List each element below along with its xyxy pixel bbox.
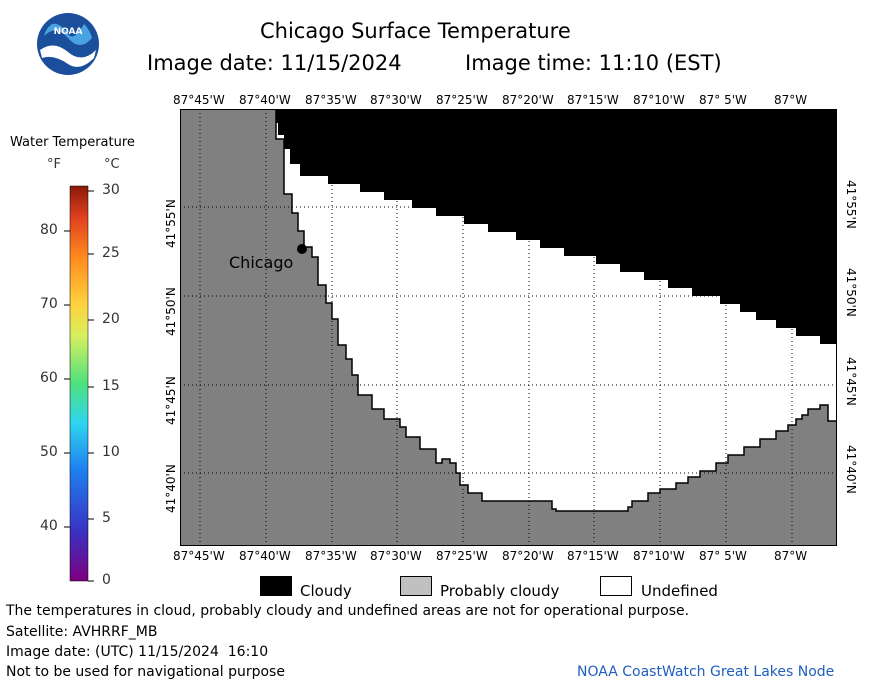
lon-label: 87°15'W <box>567 93 619 107</box>
lon-label: 87°20'W <box>502 93 554 107</box>
legend-label-probably-cloudy: Probably cloudy <box>440 582 560 600</box>
image-date: Image date: 11/15/2024 <box>147 51 402 75</box>
lon-label: 87°W <box>774 93 808 107</box>
c-tick: 0 <box>102 572 111 588</box>
noaa-logo-text: NOAA <box>54 27 83 37</box>
c-tick: 25 <box>102 245 120 261</box>
lat-lon-grid <box>180 109 837 546</box>
page-title: Chicago Surface Temperature <box>260 19 571 43</box>
chicago-marker <box>297 244 307 254</box>
lon-label: 87°45'W <box>173 549 225 563</box>
lon-label: 87°25'W <box>436 549 488 563</box>
c-tick: 5 <box>102 510 111 526</box>
c-tick: 20 <box>102 311 120 327</box>
lon-label: 87°W <box>774 549 808 563</box>
utc-date: Image date: (UTC) 11/15/2024 16:10 <box>6 644 269 660</box>
land-area <box>180 109 837 546</box>
f-tick: 80 <box>40 222 58 238</box>
c-tick: 30 <box>102 182 120 198</box>
color-scale-bar <box>64 185 94 582</box>
lon-label: 87°45'W <box>173 93 225 107</box>
legend-label-undefined: Undefined <box>641 582 718 600</box>
c-tick: 10 <box>102 444 120 460</box>
legend-label-cloudy: Cloudy <box>300 582 352 600</box>
f-tick: 50 <box>40 444 58 460</box>
c-tick: 15 <box>102 378 120 394</box>
lon-label: 87°10'W <box>633 93 685 107</box>
lat-label: 41°45'N <box>844 357 858 406</box>
unit-fahrenheit: °F <box>47 157 61 172</box>
image-time: Image time: 11:10 (EST) <box>465 51 722 75</box>
lon-label: 87° 5'W <box>699 93 747 107</box>
scale-title: Water Temperature <box>10 135 135 150</box>
f-tick: 60 <box>40 370 58 386</box>
lon-label: 87°35'W <box>305 549 357 563</box>
city-label: Chicago <box>229 253 294 272</box>
legend-swatch-undefined <box>600 576 632 596</box>
lon-label: 87°10'W <box>633 549 685 563</box>
cloud-area <box>276 109 837 344</box>
lon-label: 87°25'W <box>436 93 488 107</box>
disclaimer: The temperatures in cloud, probably clou… <box>6 603 690 619</box>
lon-label: 87°40'W <box>239 549 291 563</box>
f-tick: 40 <box>40 518 58 534</box>
lat-label: 41°45'N <box>164 376 178 425</box>
lat-label: 41°40'N <box>164 464 178 513</box>
lon-label: 87°30'W <box>370 549 422 563</box>
legend-swatch-probably-cloudy <box>400 576 432 596</box>
credit: NOAA CoastWatch Great Lakes Node <box>577 664 835 680</box>
lat-label: 41°55'N <box>844 180 858 229</box>
lon-label: 87°30'W <box>370 93 422 107</box>
temperature-map <box>180 109 837 546</box>
noaa-logo: NOAA <box>37 13 99 75</box>
lon-label: 87°20'W <box>502 549 554 563</box>
lat-label: 41°50'N <box>164 287 178 336</box>
navigation-warning: Not to be used for navigational purpose <box>6 664 285 680</box>
lon-label: 87° 5'W <box>699 549 747 563</box>
unit-celsius: °C <box>104 157 120 172</box>
satellite-info: Satellite: AVHRRF_MB <box>6 624 158 640</box>
lon-label: 87°35'W <box>305 93 357 107</box>
f-tick: 70 <box>40 296 58 312</box>
legend-swatch-cloudy <box>260 576 292 596</box>
lat-label: 41°55'N <box>164 199 178 248</box>
lat-label: 41°40'N <box>844 445 858 494</box>
lon-label: 87°40'W <box>239 93 291 107</box>
lon-label: 87°15'W <box>567 549 619 563</box>
lat-label: 41°50'N <box>844 268 858 317</box>
